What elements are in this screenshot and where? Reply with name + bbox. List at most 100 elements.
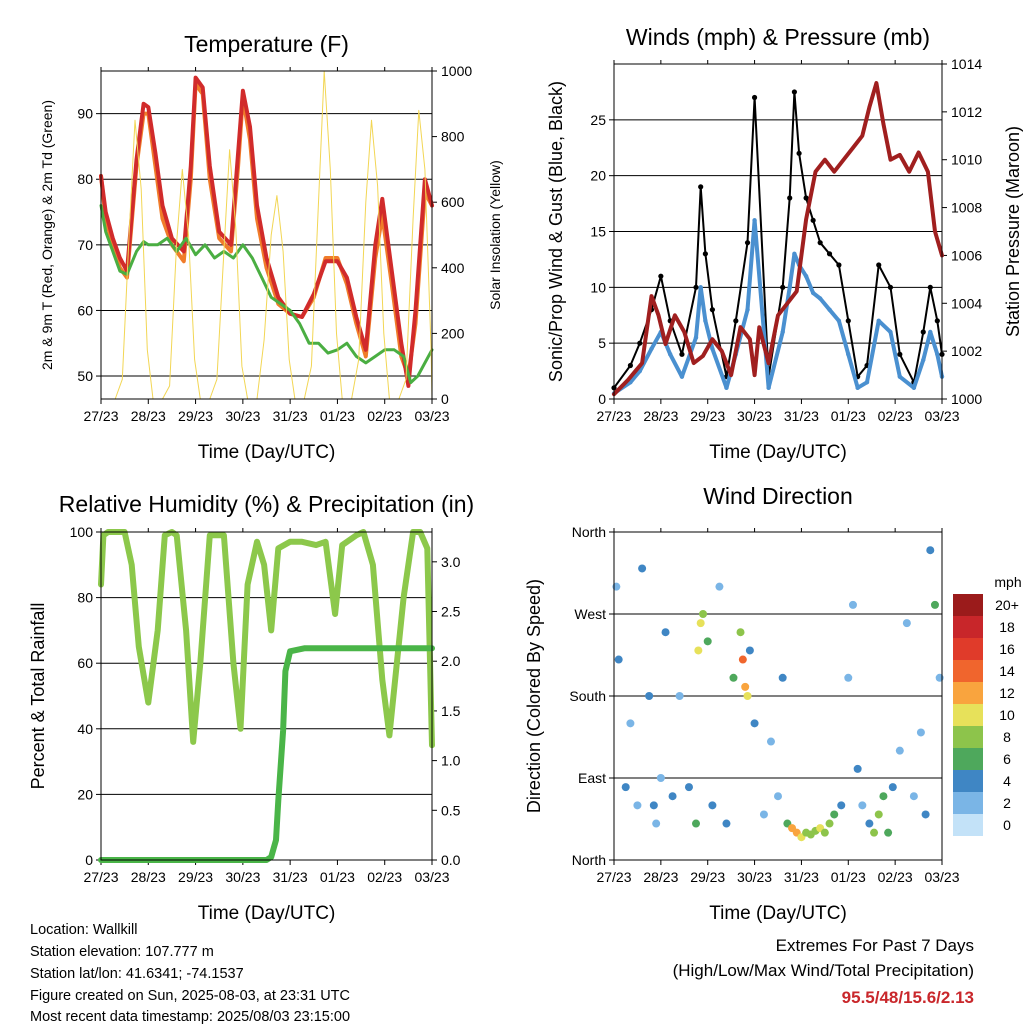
direction-ylabel: Direction (Colored By Speed) — [524, 579, 544, 813]
colorbar-label: 14 — [999, 663, 1015, 679]
wind-point — [745, 307, 750, 312]
wind-point — [864, 380, 870, 385]
wind-point — [921, 357, 926, 363]
created-label: Figure created on Sun, 2025-08-03, at 23… — [30, 988, 350, 1004]
gust-point — [693, 284, 699, 290]
gust-point — [709, 307, 716, 313]
humidity-ytick-label: 60 — [77, 655, 93, 671]
wind-point — [649, 346, 654, 351]
direction-point — [696, 619, 705, 628]
direction-point — [745, 646, 754, 655]
direction-ytick-label: East — [578, 770, 606, 786]
gust-point — [744, 240, 751, 246]
direction-point — [675, 692, 684, 700]
direction-point — [649, 801, 658, 810]
winds-ytick-label: 0 — [598, 391, 606, 407]
colorbar-label: 16 — [999, 641, 1015, 657]
temperature-series — [99, 70, 434, 400]
direction-xtick-label: 02/23 — [878, 869, 913, 885]
gust-point — [887, 284, 894, 290]
wind-point — [888, 329, 893, 335]
gust-point — [810, 217, 816, 223]
humidity-xtick-label: 28/23 — [131, 869, 166, 885]
colorbar-label: 10 — [999, 707, 1015, 723]
winds-xlabel: Time (Day/UTC) — [709, 442, 847, 463]
direction-xlabel: Time (Day/UTC) — [709, 903, 847, 924]
direction-point — [743, 692, 752, 700]
humidity-ytick-label: 20 — [77, 786, 93, 802]
direction-point — [626, 719, 635, 728]
direction-point — [853, 764, 862, 773]
winds-y2tick-label: 1008 — [951, 200, 982, 216]
direction-point — [884, 828, 893, 837]
temperature-ytick-label: 80 — [77, 171, 93, 187]
humidity-y2tick-label: 1.0 — [441, 753, 461, 769]
wind-point — [876, 318, 881, 324]
humidity-ytick-label: 0 — [85, 852, 93, 868]
winds-y2tick-label: 1004 — [951, 295, 982, 311]
wind-point — [724, 385, 729, 391]
winds-y2tick-label: 1010 — [951, 152, 982, 168]
direction-xtick-label: 03/23 — [924, 869, 959, 885]
gust-point — [791, 89, 798, 95]
gust-line — [613, 90, 943, 389]
humidity-ytick-label: 100 — [70, 524, 94, 540]
direction-point — [692, 819, 700, 828]
winds-title: Winds (mph) & Pressure (mb) — [626, 24, 930, 50]
direction-ytick-label: South — [569, 688, 606, 704]
direction-point — [902, 619, 911, 628]
gust-point — [702, 251, 708, 257]
direction-point — [888, 783, 897, 792]
winds-y2label: Station Pressure (Maroon) — [1003, 126, 1023, 337]
direction-point — [837, 801, 846, 810]
direction-point — [858, 801, 867, 810]
temperature-ytick-label: 50 — [77, 368, 93, 384]
direction-point — [638, 564, 647, 573]
colorbar-label: 4 — [1003, 773, 1011, 789]
gust-point — [637, 340, 643, 346]
gust-point — [780, 284, 786, 290]
wind-point — [710, 346, 715, 351]
humidity-y2tick-label: 3.0 — [441, 554, 461, 570]
winds-ylabel: Sonic/Prop Wind & Gust (Blue, Black) — [546, 81, 566, 382]
direction-point — [870, 828, 879, 837]
gust-point — [845, 318, 851, 324]
winds-xtick-label: 28/23 — [643, 408, 678, 424]
wind-point — [855, 385, 860, 391]
humidity-xtick-label: 27/23 — [83, 869, 118, 885]
wind-point — [766, 385, 771, 391]
wind-point — [928, 329, 933, 335]
temperature-title: Temperature (F) — [184, 31, 349, 57]
humidity-xtick-label: 03/23 — [414, 869, 449, 885]
temperature-xlabel: Time (Day/UTC) — [198, 442, 336, 463]
humidity-xtick-label: 30/23 — [225, 869, 260, 885]
direction-point — [741, 682, 750, 691]
colorbar-swatch — [953, 814, 983, 836]
winds-y2tick-label: 1012 — [951, 104, 982, 120]
recent-data-label: Most recent data timestamp: 2025/08/03 2… — [30, 1009, 351, 1025]
temp_9m-line — [99, 75, 434, 388]
direction-point — [621, 783, 630, 792]
gust-point — [787, 195, 793, 201]
temperature-xtick-label: 02/23 — [367, 408, 402, 424]
gust-point — [897, 351, 903, 357]
winds-y2tick-label: 1000 — [951, 391, 982, 407]
colorbar-label: 8 — [1003, 729, 1011, 745]
humidity-y2tick-label: 0.5 — [441, 802, 461, 818]
latlon-label: Station lat/lon: 41.6341; -74.1537 — [30, 966, 244, 982]
solar-line — [100, 70, 433, 400]
colorbar-label: 18 — [999, 619, 1015, 635]
extremes-title: Extremes For Past 7 Days — [775, 936, 974, 955]
direction-ytick-label: North — [572, 524, 606, 540]
winds-y2tick-label: 1014 — [951, 56, 982, 72]
temperature-xtick-label: 31/23 — [273, 408, 308, 424]
winds-ytick-label: 15 — [590, 224, 606, 240]
wind-point — [703, 318, 708, 324]
wind-point — [817, 296, 823, 301]
wind-point — [752, 218, 757, 223]
direction-point — [921, 810, 930, 819]
winds-series — [611, 81, 945, 397]
direction-point — [766, 737, 775, 746]
temperature-ylabel: 2m & 9m T (Red, Orange) & 2m Td (Green) — [39, 100, 55, 370]
colorbar-swatch — [953, 748, 983, 770]
